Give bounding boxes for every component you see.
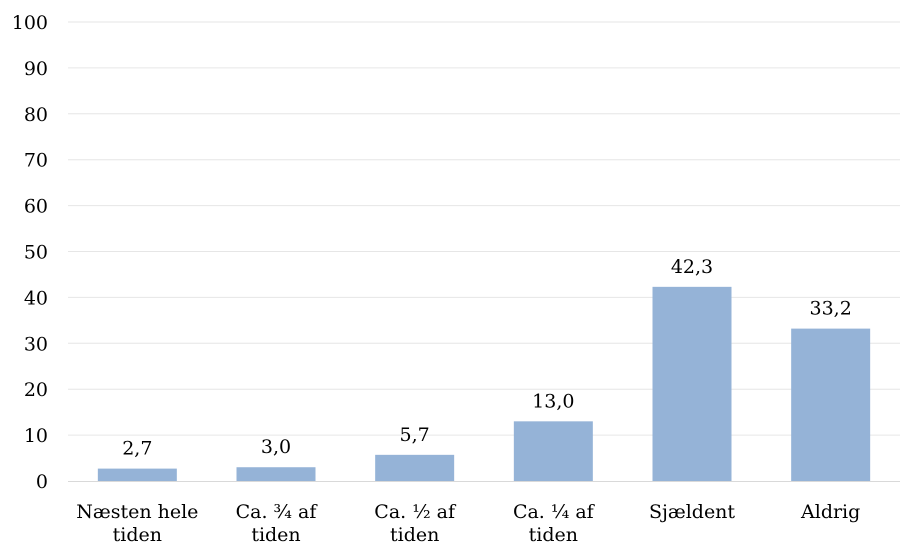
- bar: [791, 328, 871, 481]
- y-tick-label: 100: [12, 12, 48, 34]
- category-label-line: Ca. ½ af: [374, 501, 457, 523]
- data-label: 13,0: [532, 390, 574, 412]
- data-label: 33,2: [810, 298, 852, 320]
- category-label-line: Ca. ¼ af: [513, 501, 596, 523]
- category-label: Ca. ½ af tiden: [374, 501, 457, 546]
- category-label-line: Næsten hele: [76, 501, 198, 523]
- data-labels: 2,7 3,0 5,7 13,0 42,3 33,2: [122, 256, 852, 460]
- bars: [97, 286, 871, 481]
- category-label: Ca. ¾ af tiden: [236, 501, 319, 546]
- category-label-line: Sjældent: [649, 501, 735, 523]
- y-tick-label: 0: [36, 471, 48, 493]
- y-tick-label: 80: [24, 104, 48, 126]
- data-label: 3,0: [261, 436, 291, 458]
- category-label: Ca. ¼ af tiden: [513, 501, 596, 546]
- y-tick-label: 90: [24, 58, 48, 80]
- y-tick-label: 50: [24, 242, 48, 264]
- data-label: 5,7: [400, 424, 430, 446]
- y-tick-label: 20: [24, 379, 48, 401]
- y-tick-label: 60: [24, 196, 48, 218]
- bar: [236, 467, 316, 481]
- y-tick-label: 10: [24, 425, 48, 447]
- data-label: 42,3: [671, 256, 713, 278]
- y-tick-label: 40: [24, 287, 48, 309]
- y-tick-label: 70: [24, 150, 48, 172]
- category-label-line: tiden: [529, 524, 578, 546]
- category-label: Næsten hele tiden: [76, 501, 198, 546]
- category-label-line: tiden: [251, 524, 300, 546]
- category-label-line: Aldrig: [800, 501, 860, 523]
- category-label: Aldrig: [800, 501, 860, 523]
- bar: [375, 454, 455, 481]
- bar: [513, 421, 593, 481]
- y-tick-label: 30: [24, 333, 48, 355]
- data-label: 2,7: [122, 438, 152, 460]
- category-label-line: tiden: [113, 524, 162, 546]
- y-axis-ticks: 0 10 20 30 40 50 60 70 80 90 100: [12, 12, 48, 493]
- category-label: Sjældent: [649, 501, 735, 523]
- category-label-line: tiden: [390, 524, 439, 546]
- bar: [652, 286, 732, 481]
- category-label-line: Ca. ¾ af: [236, 501, 319, 523]
- bar: [97, 468, 177, 481]
- gridlines: [68, 21, 900, 436]
